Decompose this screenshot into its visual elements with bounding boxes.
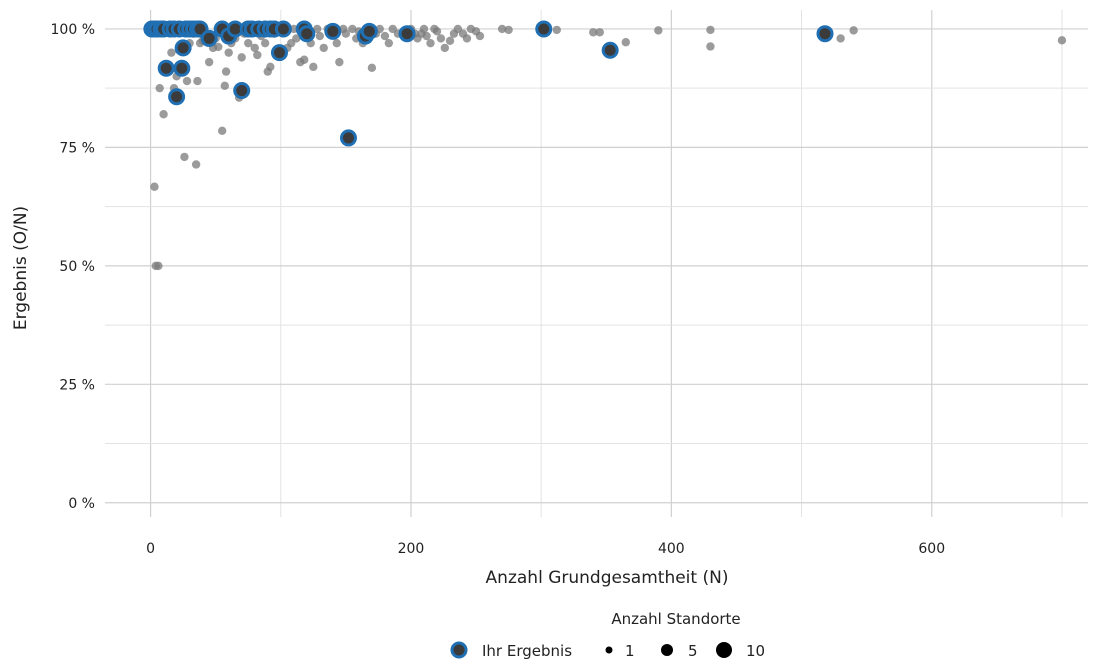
your-result-point	[601, 41, 619, 59]
your-result-point	[324, 22, 342, 40]
your-result-point	[157, 59, 175, 77]
site-point	[436, 34, 446, 43]
site-point	[367, 63, 377, 73]
site-point	[335, 57, 344, 67]
site-point	[422, 31, 431, 41]
site-point	[180, 152, 189, 162]
y-tick-label: 75 %	[59, 140, 95, 156]
site-point	[237, 53, 246, 62]
site-point	[217, 126, 227, 136]
site-point	[849, 26, 858, 35]
site-point	[497, 24, 507, 34]
your-result-point	[200, 29, 218, 47]
legend-highlight-label: Ihr Ergebnis	[482, 642, 572, 660]
site-point	[589, 28, 598, 37]
site-point	[220, 81, 229, 91]
site-point	[654, 26, 663, 35]
x-tick-label: 200	[398, 541, 425, 557]
site-point	[253, 50, 262, 60]
site-point	[621, 38, 630, 47]
site-point	[214, 42, 223, 52]
site-point	[462, 34, 472, 43]
legend-size-label-1: 1	[625, 642, 635, 660]
site-point	[1057, 36, 1067, 45]
site-point	[244, 38, 253, 48]
your-result-points	[143, 20, 834, 147]
site-point	[706, 42, 715, 51]
site-point	[384, 38, 394, 48]
grid	[105, 10, 1088, 517]
x-tick-label: 0	[146, 541, 155, 557]
your-result-point	[535, 20, 553, 38]
y-tick-label: 0 %	[68, 496, 95, 512]
site-point	[475, 31, 485, 41]
x-tick-label: 600	[918, 541, 945, 557]
site-point	[204, 57, 214, 67]
your-result-point	[168, 88, 186, 106]
site-point	[419, 24, 429, 34]
x-tick-labels: 0 200 400 600	[146, 541, 945, 557]
site-point	[289, 24, 298, 34]
site-point	[167, 48, 176, 57]
site-point	[260, 38, 270, 48]
legend-size-marker-5	[661, 644, 673, 656]
your-result-point	[270, 44, 288, 62]
y-axis-title: Ergebnis (O/N)	[11, 206, 31, 330]
your-result-point	[173, 59, 191, 77]
legend: Anzahl Standorte Ihr Ergebnis 1 5 10	[450, 610, 765, 660]
site-point	[191, 160, 201, 169]
site-point	[182, 76, 192, 86]
site-point	[250, 43, 259, 53]
your-result-point	[816, 25, 834, 43]
legend-size-marker-1	[605, 646, 613, 654]
y-tick-label: 100 %	[51, 22, 95, 38]
site-point	[224, 48, 233, 57]
your-result-point	[233, 82, 251, 100]
site-point	[150, 182, 159, 191]
your-result-point	[360, 22, 378, 40]
site-point	[552, 25, 561, 35]
site-point	[445, 36, 455, 45]
site-point	[332, 38, 341, 48]
x-tick-label: 400	[658, 541, 685, 557]
site-point	[595, 28, 604, 37]
legend-size-marker-10	[716, 642, 732, 658]
your-result-point	[339, 129, 357, 147]
site-point	[313, 24, 322, 34]
site-point	[315, 31, 325, 41]
your-result-point	[398, 25, 416, 43]
site-point	[836, 34, 845, 43]
site-point	[193, 76, 202, 86]
site-point	[159, 110, 168, 119]
site-point	[300, 55, 309, 64]
site-point	[432, 27, 442, 36]
site-point	[154, 261, 163, 271]
site-point	[440, 43, 450, 53]
site-point	[341, 29, 351, 38]
legend-size-label-5: 5	[688, 642, 698, 660]
site-point	[266, 62, 275, 72]
site-point	[706, 25, 715, 35]
site-point	[292, 34, 301, 43]
site-point	[221, 67, 231, 76]
site-point	[426, 38, 435, 48]
your-result-point	[298, 25, 316, 43]
y-tick-labels: 0 % 25 % 50 % 75 % 100 %	[51, 22, 95, 512]
legend-title: Anzahl Standorte	[611, 610, 740, 628]
site-point	[504, 25, 513, 35]
your-result-point	[274, 20, 292, 38]
site-point	[348, 24, 357, 34]
y-tick-label: 25 %	[59, 377, 95, 393]
legend-size-label-10: 10	[746, 642, 765, 660]
site-point	[309, 62, 318, 72]
legend-highlight-marker	[450, 641, 468, 659]
your-result-point	[174, 39, 192, 57]
site-point	[380, 31, 390, 41]
site-point	[319, 43, 328, 53]
y-tick-label: 50 %	[59, 259, 95, 275]
site-point	[155, 83, 164, 93]
x-axis-title: Anzahl Grundgesamtheit (N)	[486, 568, 729, 588]
